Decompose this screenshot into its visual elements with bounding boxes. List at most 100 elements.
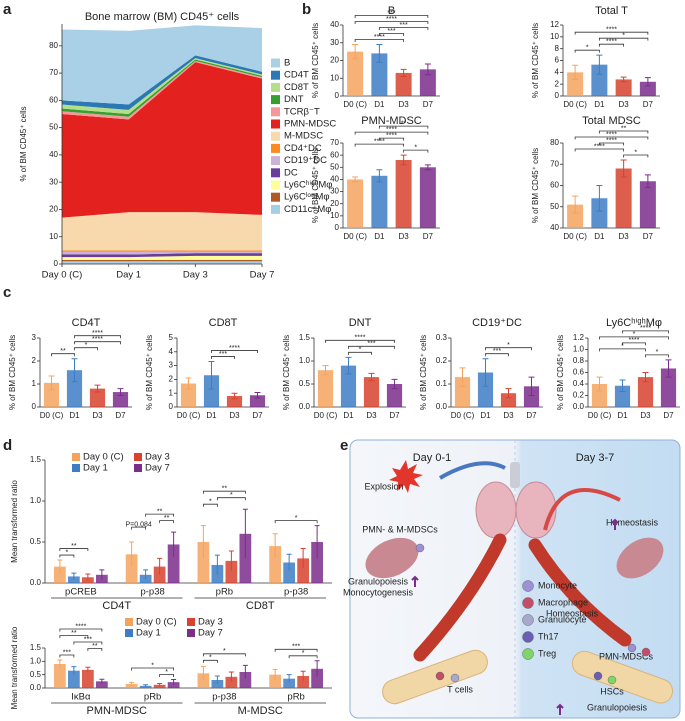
area [62, 251, 262, 255]
significance-label: **** [606, 27, 617, 34]
x-tick-label: p-p38 [212, 692, 236, 703]
error-bar [620, 76, 627, 83]
significance-label: **** [229, 345, 240, 352]
x-tick-label: D0 (C) [588, 411, 612, 420]
error-bar [71, 666, 77, 675]
significance-bracket [378, 137, 405, 141]
bar [269, 546, 282, 583]
significance-bracket [211, 356, 235, 359]
y-tick-label: 8 [555, 44, 560, 53]
error-bar [596, 376, 603, 392]
significance-bracket [403, 149, 429, 153]
chart-title: Total MDSC [582, 115, 641, 127]
chart-title: DNT [349, 317, 372, 329]
significance-bracket [574, 136, 649, 140]
y-tick-label: 40 [49, 150, 58, 159]
significance-label: * [223, 648, 226, 655]
error-bar [322, 365, 329, 376]
legend-label: Day 1 [83, 463, 108, 474]
error-bar [345, 356, 352, 375]
x-tick-label: D3 [399, 100, 410, 109]
legend-label: CD4T [284, 70, 309, 81]
error-bar [254, 392, 261, 399]
area [62, 255, 262, 260]
x-tick-label: D1 [617, 411, 628, 420]
x-tick-label: D0 (C) [563, 100, 587, 109]
significance-bracket [485, 353, 509, 357]
significance-label: * [359, 347, 362, 354]
panel-label: e [340, 437, 348, 454]
significance-label: * [85, 342, 88, 349]
error-bar [400, 68, 407, 77]
area [62, 253, 262, 258]
significance-label: **** [355, 335, 366, 342]
error-bar [272, 533, 278, 559]
error-bar [572, 195, 579, 214]
x-tick-label: D7 [643, 100, 654, 109]
significance-label: * [633, 331, 636, 338]
significance-bracket [159, 520, 175, 524]
diagram-label: PMN- & M-MDSCs [362, 524, 438, 534]
y-tick-label: 0.5 [30, 537, 42, 546]
significance-label: **** [386, 16, 397, 23]
y-tick-label: 0.0 [30, 683, 42, 692]
lung [515, 481, 557, 539]
day-title: Day 0-1 [413, 452, 452, 464]
bar [615, 168, 632, 228]
bar [125, 554, 138, 583]
bar [283, 562, 296, 583]
significance-bracket [325, 339, 395, 343]
significance-label: *** [387, 10, 395, 17]
legend-swatch [187, 629, 195, 637]
area [62, 59, 262, 117]
bar [89, 388, 106, 407]
significance-label: **** [92, 330, 103, 337]
significance-label: *** [387, 28, 395, 35]
bar [167, 682, 180, 688]
x-tick-label: pRb [287, 692, 304, 703]
y-tick-label: 60 [49, 95, 58, 104]
x-tick-label: D1 [374, 232, 385, 241]
cell [607, 675, 617, 685]
error-bar [71, 572, 77, 580]
bar [225, 560, 238, 583]
x-tick-label: D3 [619, 232, 630, 241]
bar [54, 664, 66, 688]
up-arrow [411, 575, 419, 587]
legend-label: Day 7 [198, 628, 223, 639]
y-axis-label: % of BM CD45⁺ cells [311, 23, 320, 98]
error-bar [200, 666, 206, 680]
y-axis-label: % of BM CD45⁺ cells [8, 335, 17, 410]
x-tick-label: D0 (C) [314, 411, 338, 420]
x-tick-label: D0 (C) [343, 232, 367, 241]
bar [395, 160, 412, 228]
diagram-label: HSCs [600, 686, 624, 696]
y-tick-label: 30 [330, 38, 339, 47]
significance-bracket [59, 635, 89, 638]
bar [477, 372, 494, 407]
cell [641, 647, 651, 657]
chart-title: CD19⁺DC [472, 317, 522, 329]
error-bar [300, 670, 306, 681]
x-tick-label: D0 (C) [451, 411, 475, 420]
significance-label: P=0.084 [125, 522, 151, 529]
x-tick-label: Day 1 [116, 270, 141, 281]
significance-bracket [378, 125, 429, 129]
legend-label: CD8T [284, 82, 309, 93]
significance-bracket [131, 526, 147, 530]
error-bar [228, 550, 234, 571]
cell [593, 671, 603, 681]
x-tick-label: Day 0 (C) [42, 270, 83, 281]
y-axis-label: % of BM CD45⁺ cells [19, 106, 28, 181]
significance-bracket [131, 667, 175, 671]
error-bar [286, 553, 292, 571]
legend-swatch [271, 204, 280, 214]
significance-bracket [354, 39, 405, 43]
significance-bracket [51, 353, 75, 357]
error-bar [208, 360, 215, 390]
significance-label: * [507, 342, 510, 349]
bar [591, 64, 608, 96]
legend-swatch [134, 464, 142, 472]
bar [615, 79, 632, 96]
chart-title: PMN-MDSC [361, 115, 422, 127]
